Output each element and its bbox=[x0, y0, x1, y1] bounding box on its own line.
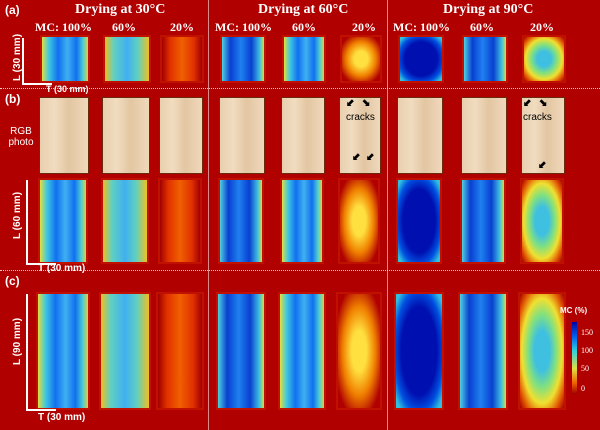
column-title-90: Drying at 90°C bbox=[443, 2, 534, 17]
colorbar bbox=[572, 322, 577, 394]
heatmap-90mm bbox=[460, 294, 506, 408]
mc-label: 20% bbox=[352, 20, 376, 34]
heatmap-90mm bbox=[101, 294, 149, 408]
column-title-30: Drying at 30°C bbox=[75, 2, 166, 17]
rgb-photo bbox=[461, 97, 507, 174]
heatmap-90mm bbox=[38, 294, 88, 408]
mc-label: 60% bbox=[470, 20, 494, 34]
axis-label-t-c: T (30 mm) bbox=[38, 412, 86, 423]
panel-label-b: (b) bbox=[5, 92, 21, 106]
heatmap-30mm bbox=[162, 37, 202, 81]
column-title-60: Drying at 60°C bbox=[258, 2, 349, 17]
heatmap-30mm bbox=[284, 37, 324, 81]
arrow-icon: ⬋ bbox=[352, 152, 361, 163]
heatmap-60mm bbox=[103, 180, 147, 262]
rgb-photo bbox=[219, 97, 265, 174]
colorbar-tick: 50 bbox=[581, 364, 589, 373]
axis-label-t-a: T (30 mm) bbox=[46, 84, 89, 94]
divider bbox=[0, 270, 600, 271]
axis-arrow-t bbox=[22, 83, 52, 85]
heatmap-90mm bbox=[520, 294, 564, 408]
heatmap-30mm bbox=[524, 37, 564, 81]
arrow-icon: ⬋ bbox=[366, 152, 375, 163]
rgb-photo-label: RGB photo bbox=[6, 126, 36, 148]
mc-label: 60% bbox=[292, 20, 316, 34]
rgb-photo bbox=[521, 97, 565, 174]
rgb-photo bbox=[102, 97, 150, 174]
heatmap-60mm bbox=[220, 180, 262, 262]
mc-label: 20% bbox=[170, 20, 194, 34]
heatmap-90mm bbox=[158, 294, 202, 408]
axis-arrow-l bbox=[26, 180, 28, 264]
colorbar-tick: 0 bbox=[581, 384, 585, 393]
heatmap-60mm bbox=[462, 180, 504, 262]
mc-label: 60% bbox=[112, 20, 136, 34]
mc-label: MC: 100% bbox=[393, 20, 450, 34]
divider bbox=[208, 0, 209, 430]
arrow-icon: ⬋ bbox=[346, 98, 355, 109]
arrow-icon: ⬊ bbox=[539, 98, 548, 109]
axis-label-t-b: T (30 mm) bbox=[38, 263, 86, 274]
axis-label-l-b: L (60 mm) bbox=[12, 191, 24, 240]
rgb-photo bbox=[339, 97, 381, 174]
rgb-photo bbox=[281, 97, 325, 174]
heatmap-90mm bbox=[280, 294, 324, 408]
rgb-label-line: RGB bbox=[10, 126, 32, 137]
mc-label: MC: 100% bbox=[215, 20, 272, 34]
arrow-icon: ⬋ bbox=[523, 98, 532, 109]
rgb-photo bbox=[397, 97, 443, 174]
heatmap-30mm bbox=[222, 37, 264, 81]
axis-arrow-l bbox=[22, 38, 24, 84]
mc-label: MC: 100% bbox=[35, 20, 92, 34]
heatmap-30mm bbox=[464, 37, 506, 81]
heatmap-30mm bbox=[42, 37, 88, 81]
colorbar-tick: 100 bbox=[581, 346, 593, 355]
heatmap-30mm bbox=[400, 37, 442, 81]
rgb-photo bbox=[39, 97, 89, 174]
cracks-label: cracks bbox=[523, 112, 552, 123]
heatmap-60mm bbox=[40, 180, 86, 262]
axis-arrow-t bbox=[26, 263, 56, 265]
divider bbox=[387, 0, 388, 430]
heatmap-90mm bbox=[338, 294, 380, 408]
heatmap-60mm bbox=[160, 180, 200, 262]
arrow-icon: ⬋ bbox=[538, 160, 547, 171]
heatmap-90mm bbox=[396, 294, 442, 408]
panel-label-c: (c) bbox=[5, 274, 20, 288]
axis-label-l-c: L (90 mm) bbox=[12, 317, 24, 366]
panel-label-a: (a) bbox=[5, 3, 20, 17]
divider bbox=[0, 88, 600, 89]
rgb-label-line: photo bbox=[8, 137, 34, 148]
heatmap-30mm bbox=[105, 37, 149, 81]
heatmap-30mm bbox=[342, 37, 380, 81]
colorbar-tick: 150 bbox=[581, 328, 593, 337]
heatmap-90mm bbox=[218, 294, 264, 408]
heatmap-60mm bbox=[522, 180, 562, 262]
axis-arrow-l bbox=[26, 294, 28, 410]
heatmap-60mm bbox=[282, 180, 322, 262]
colorbar-title: MC (%) bbox=[560, 306, 588, 315]
arrow-icon: ⬊ bbox=[362, 98, 371, 109]
heatmap-60mm bbox=[398, 180, 440, 262]
mc-label: 20% bbox=[530, 20, 554, 34]
axis-arrow-t bbox=[26, 409, 56, 411]
heatmap-60mm bbox=[340, 180, 378, 262]
cracks-label: cracks bbox=[346, 112, 375, 123]
rgb-photo bbox=[159, 97, 203, 174]
